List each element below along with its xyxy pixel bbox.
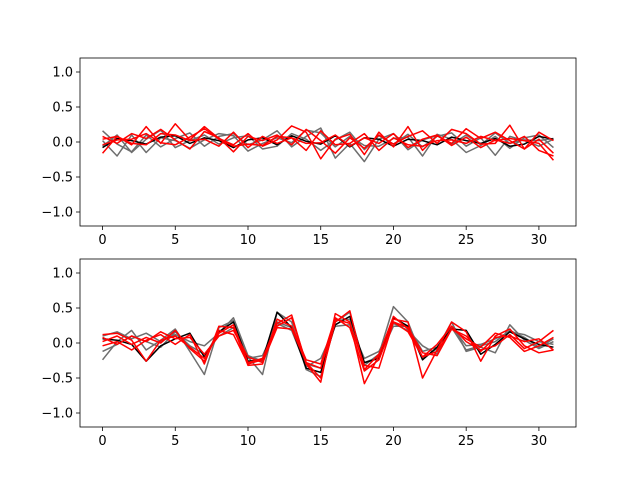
x-tick-label: 0 xyxy=(98,434,106,449)
x-tick-label: 15 xyxy=(312,434,329,449)
x-tick-label: 10 xyxy=(240,434,257,449)
series-line xyxy=(102,124,554,154)
bottom-plot: 0 5 10 15 20 25 30 −1.0 −0.5 0.0 0.5 1.0 xyxy=(41,258,577,449)
y-tick-label: −0.5 xyxy=(41,171,73,186)
top-plot: 0 5 10 15 20 25 30 −1.0 −0.5 0.0 0.5 1.0 xyxy=(41,57,577,248)
series-line xyxy=(102,318,554,369)
series-line xyxy=(102,127,554,157)
x-tick-label: 5 xyxy=(171,233,179,248)
y-tick-label: 1.0 xyxy=(52,66,73,81)
y-tick-label: 0.5 xyxy=(52,101,73,116)
x-tick-label: 0 xyxy=(98,233,106,248)
series-line xyxy=(102,310,554,379)
series-line xyxy=(102,130,555,161)
x-tick-label: 25 xyxy=(458,434,475,449)
y-tick-label: −1.0 xyxy=(41,407,73,422)
y-tick-label: −1.0 xyxy=(41,206,73,221)
y-tick-label: 0.0 xyxy=(52,136,73,151)
x-tick-label: 30 xyxy=(531,434,548,449)
x-tick-label: 10 xyxy=(240,233,257,248)
series-line xyxy=(102,129,554,157)
x-tick-label: 15 xyxy=(312,233,329,248)
y-tick-label: −0.5 xyxy=(41,372,73,387)
x-tick-label: 20 xyxy=(385,233,402,248)
x-tick-label: 30 xyxy=(531,233,548,248)
y-tick-label: 0.5 xyxy=(52,302,73,317)
series-group xyxy=(101,305,554,385)
y-tick-label: 1.0 xyxy=(52,267,73,282)
x-tick-label: 25 xyxy=(458,233,475,248)
x-tick-label: 5 xyxy=(171,434,179,449)
series-group xyxy=(101,123,555,163)
x-tick-label: 20 xyxy=(385,434,402,449)
series-line xyxy=(102,317,554,372)
y-tick-label: 0.0 xyxy=(52,337,73,352)
